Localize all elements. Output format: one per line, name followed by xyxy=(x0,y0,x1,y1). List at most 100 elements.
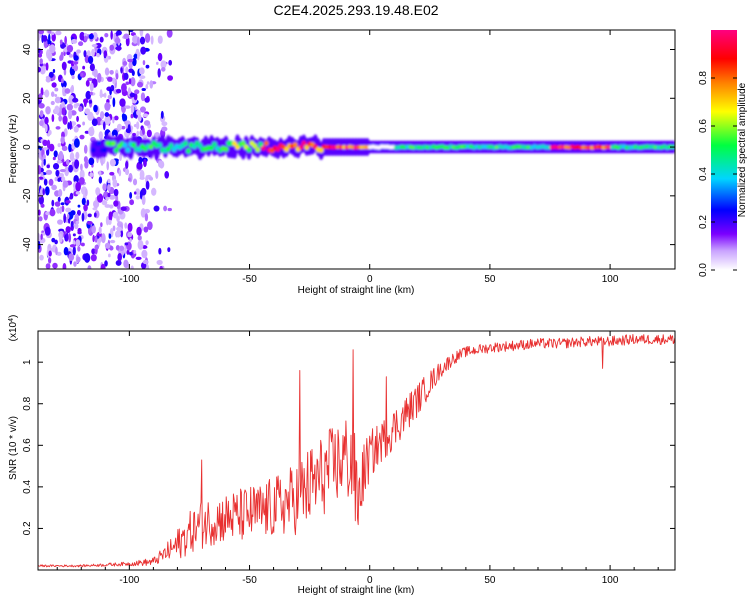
noise-mark xyxy=(55,30,62,36)
x-tick-label: -50 xyxy=(242,575,257,586)
noise-mark xyxy=(83,204,88,212)
noise-mark xyxy=(160,110,164,119)
band-mark xyxy=(102,147,108,153)
noise-mark xyxy=(54,201,61,207)
noise-mark xyxy=(58,228,65,233)
noise-mark xyxy=(73,138,80,148)
noise-mark xyxy=(39,120,44,127)
noise-mark xyxy=(61,205,65,213)
y-tick-label: 0.6 xyxy=(22,438,33,452)
noise-mark xyxy=(99,36,104,43)
noise-mark xyxy=(141,249,148,259)
snr-y-scale-exponent: 4 xyxy=(8,318,15,322)
y-tick-label: 0.8 xyxy=(22,396,33,410)
noise-mark xyxy=(84,130,90,134)
noise-mark xyxy=(143,120,151,126)
band-mark xyxy=(275,146,281,152)
noise-mark xyxy=(107,183,111,192)
noise-mark xyxy=(92,32,98,40)
noise-mark xyxy=(109,204,114,209)
noise-mark xyxy=(157,52,163,62)
band-mark xyxy=(96,140,102,146)
noise-mark xyxy=(40,233,43,240)
noise-mark xyxy=(128,61,133,69)
noise-mark xyxy=(80,72,84,77)
noise-mark xyxy=(139,67,145,75)
noise-mark xyxy=(40,203,45,208)
noise-mark xyxy=(127,58,134,63)
noise-mark xyxy=(54,93,58,97)
noise-mark xyxy=(113,115,119,121)
noise-mark xyxy=(117,253,123,262)
noise-mark xyxy=(108,233,112,239)
band-mark xyxy=(148,144,154,150)
noise-mark xyxy=(47,30,52,35)
noise-mark xyxy=(100,263,106,269)
noise-mark xyxy=(144,97,150,103)
noise-mark xyxy=(161,66,166,72)
noise-mark xyxy=(120,67,123,74)
noise-mark xyxy=(76,115,79,122)
noise-mark xyxy=(45,148,50,156)
spectrogram-x-axis: -100 -50 0 50 100 xyxy=(119,30,619,285)
noise-mark xyxy=(111,129,118,138)
noise-mark xyxy=(123,259,129,269)
band-mark xyxy=(113,147,119,153)
noise-mark xyxy=(48,129,52,136)
noise-mark xyxy=(76,49,81,54)
noise-mark xyxy=(38,209,41,216)
noise-mark xyxy=(103,191,109,198)
noise-mark xyxy=(72,233,76,237)
noise-mark xyxy=(75,191,81,195)
noise-mark xyxy=(121,83,127,93)
noise-mark xyxy=(113,188,119,197)
noise-mark xyxy=(144,213,149,222)
noise-mark xyxy=(118,169,122,177)
spectrogram-y-label: Frequency (Hz) xyxy=(8,115,19,184)
noise-mark xyxy=(53,150,58,158)
noise-mark xyxy=(93,104,98,113)
noise-mark xyxy=(112,116,115,124)
noise-mark xyxy=(68,53,74,58)
band-mark xyxy=(186,148,191,154)
noise-mark xyxy=(76,256,81,263)
noise-mark xyxy=(100,157,104,166)
band-mark xyxy=(298,144,304,150)
noise-mark xyxy=(91,118,98,127)
snr-frame xyxy=(37,330,676,571)
noise-mark xyxy=(99,111,105,120)
noise-mark xyxy=(55,246,58,256)
band-mark xyxy=(223,146,229,152)
noise-mark xyxy=(73,64,79,72)
noise-mark xyxy=(65,226,71,234)
spectrogram-plot-area xyxy=(38,30,675,269)
noise-mark xyxy=(109,69,114,75)
noise-mark xyxy=(73,174,79,184)
noise-mark xyxy=(150,35,154,45)
noise-mark xyxy=(81,197,86,206)
noise-mark xyxy=(129,192,133,199)
noise-mark xyxy=(51,184,57,191)
y-tick-label: -40 xyxy=(22,237,33,252)
noise-mark xyxy=(141,195,146,206)
noise-mark xyxy=(145,180,150,190)
noise-mark xyxy=(142,60,146,66)
noise-mark xyxy=(112,225,116,232)
noise-mark xyxy=(87,265,92,269)
noise-mark xyxy=(62,180,69,188)
noise-mark xyxy=(107,76,113,82)
noise-mark xyxy=(54,105,60,115)
noise-mark xyxy=(58,115,62,122)
noise-mark xyxy=(112,77,116,85)
noise-mark xyxy=(59,104,62,114)
y-tick-label: 0.4 xyxy=(22,479,33,493)
noise-mark xyxy=(124,222,128,229)
noise-mark xyxy=(85,80,90,87)
noise-mark xyxy=(127,177,131,182)
noise-mark xyxy=(149,80,154,89)
noise-mark xyxy=(135,195,141,200)
noise-mark xyxy=(113,200,119,207)
noise-mark xyxy=(38,93,43,101)
noise-mark xyxy=(91,248,96,255)
